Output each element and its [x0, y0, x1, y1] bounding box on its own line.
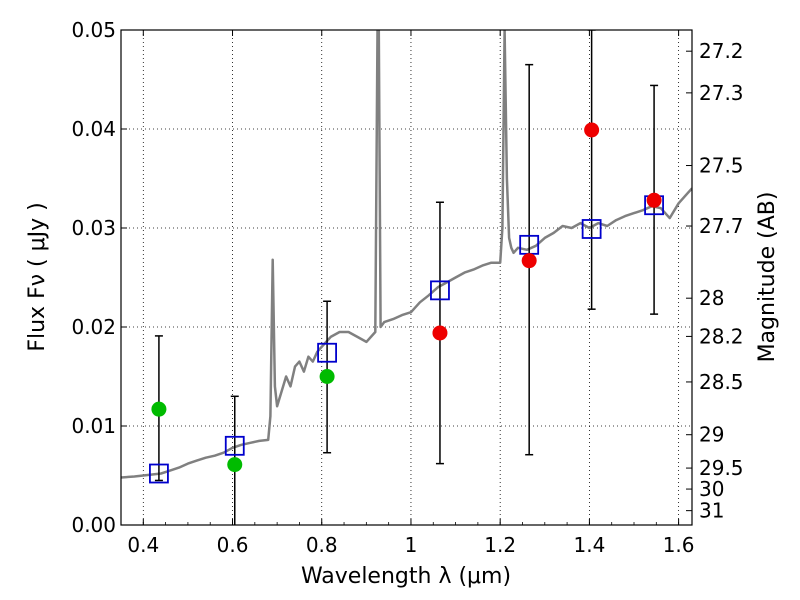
magnitude-tick-label: 27.7: [699, 214, 744, 238]
y-tick-label: 0.04: [71, 117, 116, 141]
x-tick-label: 1.4: [573, 533, 605, 557]
magnitude-tick-label: 28: [699, 286, 724, 310]
magnitude-tick-label: 29: [699, 423, 724, 447]
magnitude-tick-label: 28.5: [699, 370, 744, 394]
x-tick-label: 1: [405, 533, 418, 557]
x-axis-label: Wavelength λ (μm): [301, 564, 511, 589]
magnitude-tick-label: 27.5: [699, 154, 744, 178]
x-tick-label: 1.2: [484, 533, 516, 557]
x-tick-label: 0.8: [306, 533, 338, 557]
upper-limit-point: [584, 122, 600, 138]
y-tick-label: 0.01: [71, 414, 116, 438]
model-band-square: [581, 219, 602, 239]
model-band-square: [224, 435, 245, 456]
magnitude-tick-label: 27.3: [699, 81, 744, 105]
magnitude-tick-label: 27.2: [699, 39, 744, 63]
magnitude-tick-label: 29.5: [699, 456, 744, 480]
grid: [121, 29, 692, 526]
upper-limit-point: [646, 192, 662, 208]
detection-point: [151, 401, 167, 417]
model-sed-line: [121, 30, 692, 479]
upper-limit-point: [521, 253, 537, 269]
x-tick-label: 0.4: [127, 533, 159, 557]
x-tick-label: 0.6: [217, 533, 249, 557]
plot-frame: [120, 29, 693, 526]
magnitude-tick-label: 31: [699, 499, 724, 523]
magnitude-tick-label: 28.2: [699, 324, 744, 348]
magnitude-tick-label: 30: [699, 477, 724, 501]
y-tick-label: 0.05: [71, 18, 116, 42]
y-axis-label: Flux Fν ( μJy ): [25, 202, 50, 351]
y-tick-label: 0.02: [71, 315, 116, 339]
x-tick-label: 1.6: [663, 533, 695, 557]
model-band-square: [430, 280, 450, 301]
detection-point: [319, 369, 335, 384]
y2-axis-label: Magnitude (AB): [755, 192, 780, 363]
model-band-square: [149, 463, 169, 484]
model-band-square: [317, 342, 337, 363]
y-tick-label: 0.03: [71, 216, 116, 240]
y-tick-label: 0.00: [71, 513, 116, 537]
detection-point: [227, 457, 243, 473]
upper-limit-point: [432, 325, 448, 341]
